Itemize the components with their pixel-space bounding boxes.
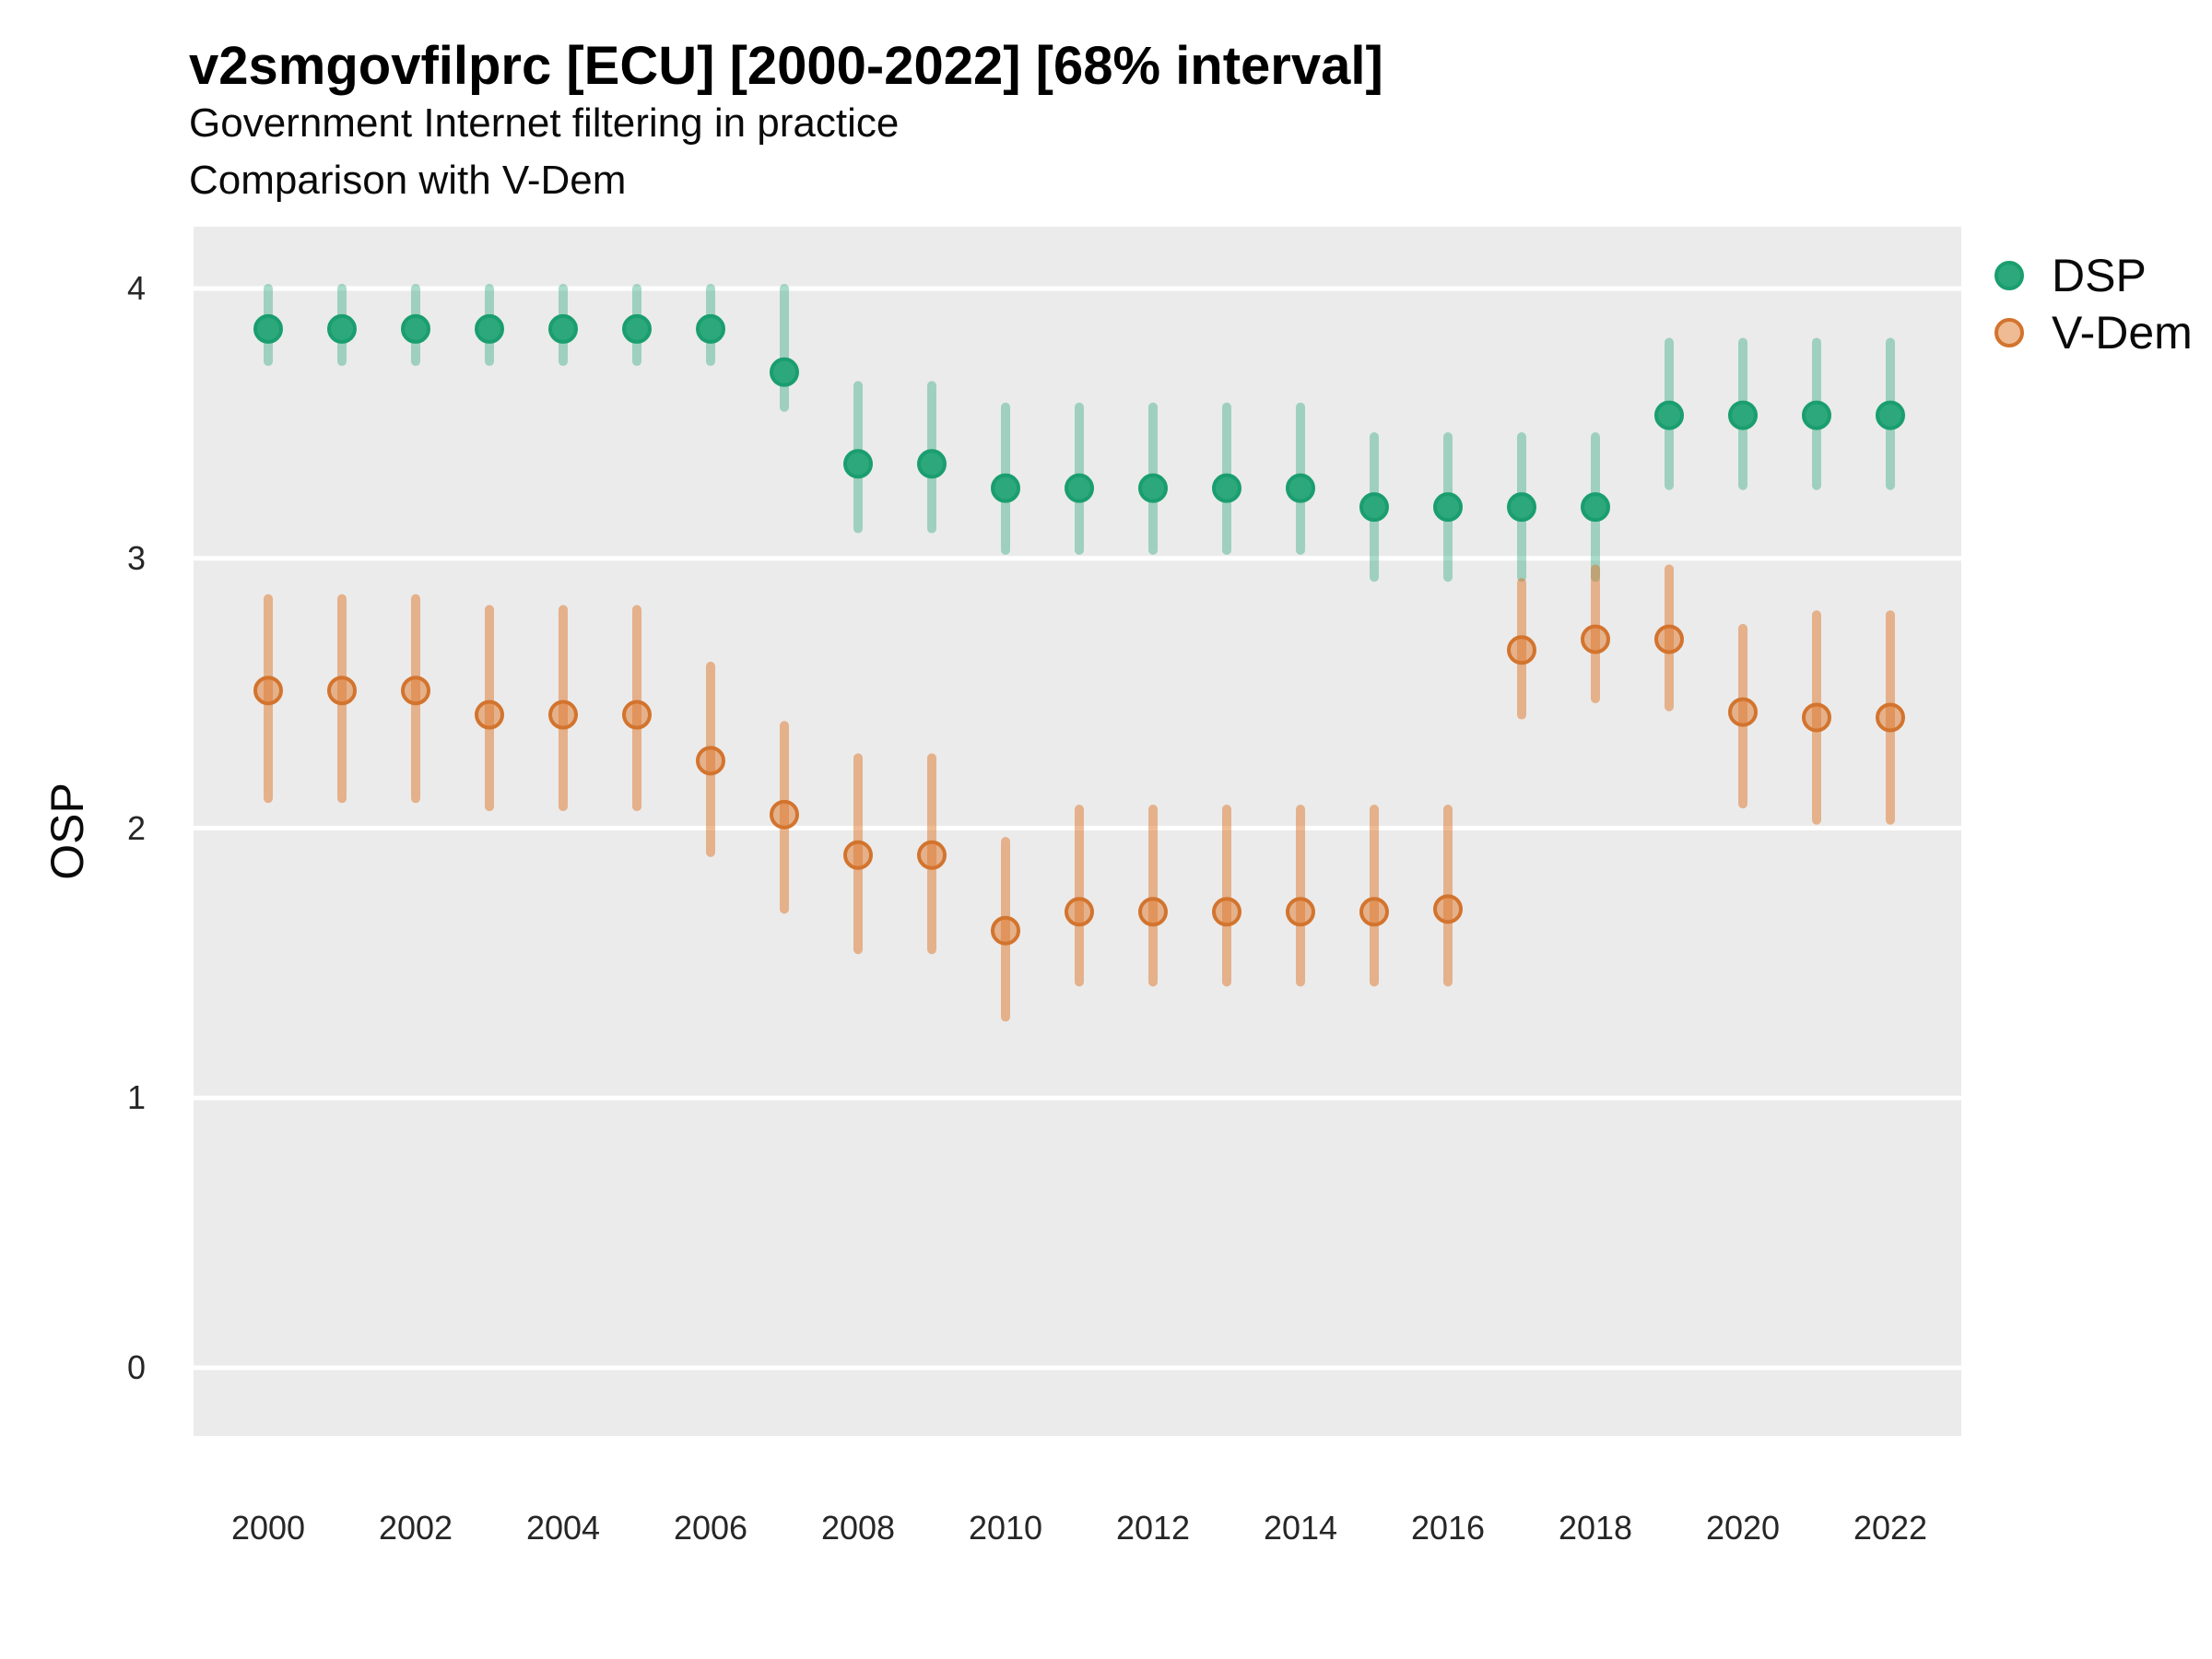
dsp-point-2022 — [1876, 400, 1905, 430]
dsp-point-2004 — [548, 313, 578, 344]
dsp-point-2013 — [1212, 473, 1241, 503]
dsp-point-2012 — [1138, 473, 1168, 503]
vdem-point-2009 — [917, 840, 947, 870]
x-tick-label-2020: 2020 — [1705, 1509, 1781, 1547]
dsp-point-2007 — [770, 357, 799, 387]
vdem-point-2021 — [1802, 702, 1831, 733]
dsp-point-2016 — [1433, 492, 1463, 523]
chart-subtitle: Government Internet filtering in practic… — [189, 100, 900, 146]
x-tick-label-2014: 2014 — [1263, 1509, 1338, 1547]
vdem-point-2003 — [475, 700, 504, 730]
dsp-point-2005 — [622, 313, 652, 344]
dsp-point-2008 — [843, 449, 873, 479]
x-tick-label-2012: 2012 — [1115, 1509, 1191, 1547]
vdem-point-2013 — [1212, 897, 1241, 927]
legend-item-vdem: V-Dem — [1982, 305, 2193, 360]
legend-label-vdem: V-Dem — [2052, 307, 2193, 359]
dsp-point-2001 — [327, 313, 357, 344]
vdem-point-2010 — [991, 915, 1020, 946]
dsp-point-2009 — [917, 449, 947, 479]
vdem-point-2015 — [1359, 897, 1389, 927]
vdem-point-2014 — [1286, 897, 1315, 927]
vdem-point-2020 — [1728, 697, 1758, 727]
dsp-point-2010 — [991, 473, 1020, 503]
x-tick-label-2000: 2000 — [230, 1509, 306, 1547]
pointrange-plot — [194, 284, 1961, 1371]
dsp-point-2015 — [1359, 492, 1389, 523]
dsp-point-2014 — [1286, 473, 1315, 503]
y-tick-label-4: 4 — [126, 269, 146, 307]
x-tick-label-2008: 2008 — [820, 1509, 896, 1547]
plot-panel — [194, 227, 1961, 1436]
dsp-point-2019 — [1654, 400, 1684, 430]
vdem-point-2008 — [843, 840, 873, 870]
legend-item-dsp: DSP — [1982, 248, 2147, 303]
y-tick-label-1: 1 — [126, 1078, 146, 1117]
dsp-point-2003 — [475, 313, 504, 344]
chart-title: v2smgovfilprc [ECU] [2000-2022] [68% int… — [189, 36, 1383, 96]
y-tick-label-3: 3 — [126, 538, 146, 577]
vdem-point-2016 — [1433, 894, 1463, 924]
dsp-point-2006 — [696, 313, 725, 344]
vdem-point-2019 — [1654, 624, 1684, 654]
vdem-point-2022 — [1876, 702, 1905, 733]
x-tick-label-2016: 2016 — [1410, 1509, 1486, 1547]
vdem-legend-dot-icon — [1994, 318, 2024, 347]
vdem-point-2006 — [696, 746, 725, 776]
dsp-point-2020 — [1728, 400, 1758, 430]
y-tick-label-0: 0 — [126, 1348, 146, 1386]
vdem-point-2002 — [401, 676, 430, 706]
x-tick-label-2022: 2022 — [1853, 1509, 1928, 1547]
chart-subtitle-2: Comparison with V-Dem — [189, 158, 627, 203]
x-tick-label-2002: 2002 — [378, 1509, 453, 1547]
vdem-point-2007 — [770, 799, 799, 830]
dsp-point-2021 — [1802, 400, 1831, 430]
vdem-point-2012 — [1138, 897, 1168, 927]
y-tick-label-2: 2 — [126, 808, 146, 847]
vdem-point-2000 — [253, 676, 283, 706]
x-tick-label-2004: 2004 — [525, 1509, 601, 1547]
dsp-point-2000 — [253, 313, 283, 344]
x-tick-label-2018: 2018 — [1558, 1509, 1633, 1547]
dsp-point-2002 — [401, 313, 430, 344]
x-tick-label-2010: 2010 — [968, 1509, 1043, 1547]
vdem-point-2001 — [327, 676, 357, 706]
vdem-point-2004 — [548, 700, 578, 730]
legend-label-dsp: DSP — [2052, 250, 2147, 301]
vdem-point-2018 — [1581, 624, 1610, 654]
vdem-point-2011 — [1065, 897, 1094, 927]
dsp-point-2018 — [1581, 492, 1610, 523]
dsp-legend-dot-icon — [1994, 261, 2024, 290]
dsp-point-2011 — [1065, 473, 1094, 503]
dsp-point-2017 — [1507, 492, 1536, 523]
vdem-point-2017 — [1507, 635, 1536, 665]
x-tick-label-2006: 2006 — [673, 1509, 748, 1547]
vdem-point-2005 — [622, 700, 652, 730]
